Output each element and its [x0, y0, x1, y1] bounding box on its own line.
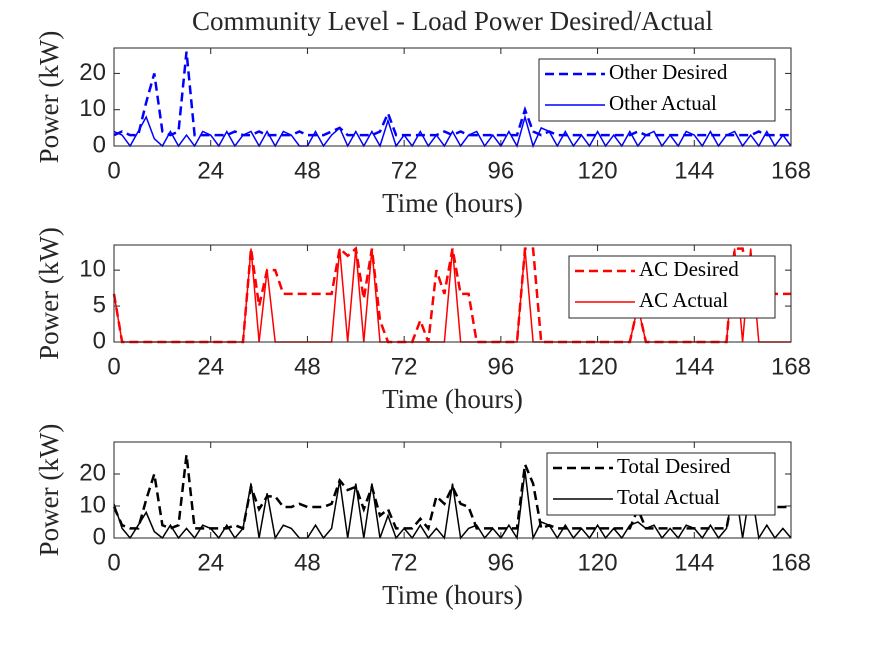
x-axis-label: Time (hours): [382, 384, 523, 414]
y-axis-label: Power (kW): [34, 31, 64, 164]
x-axis-label: Time (hours): [382, 580, 523, 610]
axes-box: [113, 441, 792, 539]
legend-label: Other Desired: [609, 60, 728, 84]
x-tick-label: 144: [674, 157, 714, 184]
axes-box: [113, 244, 792, 343]
series-line: [112, 454, 791, 532]
y-tick-label: 0: [93, 523, 106, 550]
x-tick-label: 24: [197, 549, 224, 576]
legend-box: [538, 58, 776, 122]
x-tick-label: 24: [197, 157, 224, 184]
x-tick-label: 144: [674, 549, 714, 576]
y-tick-label: 20: [79, 459, 106, 486]
chart-title: Community Level - Load Power Desired/Act…: [192, 6, 713, 36]
y-tick-label: 0: [93, 327, 106, 354]
x-tick-label: 168: [771, 157, 811, 184]
x-tick-label: 48: [294, 549, 321, 576]
y-tick-label: 10: [79, 255, 106, 282]
x-tick-label: 72: [391, 549, 418, 576]
x-tick-label: 144: [674, 353, 714, 380]
x-tick-label: 120: [578, 157, 618, 184]
legend-label: AC Desired: [639, 257, 739, 281]
x-tick-label: 48: [294, 353, 321, 380]
legend-label: Other Actual: [609, 91, 717, 115]
x-tick-label: 120: [578, 353, 618, 380]
y-tick-label: 10: [79, 95, 106, 122]
y-tick-label: 5: [93, 291, 106, 318]
x-tick-label: 72: [391, 353, 418, 380]
legend-label: Total Desired: [617, 454, 731, 478]
y-tick-label: 0: [93, 131, 106, 158]
x-tick-label: 96: [488, 549, 515, 576]
x-tick-label: 72: [391, 157, 418, 184]
x-tick-label: 96: [488, 353, 515, 380]
x-tick-label: 120: [578, 549, 618, 576]
legend-box: [568, 255, 776, 319]
series-line: [113, 51, 791, 137]
y-tick-label: 10: [79, 491, 106, 518]
x-tick-label: 168: [771, 549, 811, 576]
legend-box: [546, 452, 776, 516]
y-tick-label: 20: [79, 59, 106, 86]
x-tick-label: 0: [107, 353, 120, 380]
x-tick-label: 0: [107, 157, 120, 184]
x-tick-label: 0: [107, 549, 120, 576]
x-tick-label: 168: [771, 353, 811, 380]
x-axis-label: Time (hours): [382, 188, 523, 218]
y-axis-label: Power (kW): [34, 424, 64, 557]
legend-label: Total Actual: [617, 485, 720, 509]
y-axis-label: Power (kW): [34, 227, 64, 360]
x-tick-label: 48: [294, 157, 321, 184]
x-tick-label: 24: [197, 353, 224, 380]
axes-box: [113, 47, 792, 147]
legend-label: AC Actual: [639, 288, 728, 312]
x-tick-label: 96: [488, 157, 515, 184]
